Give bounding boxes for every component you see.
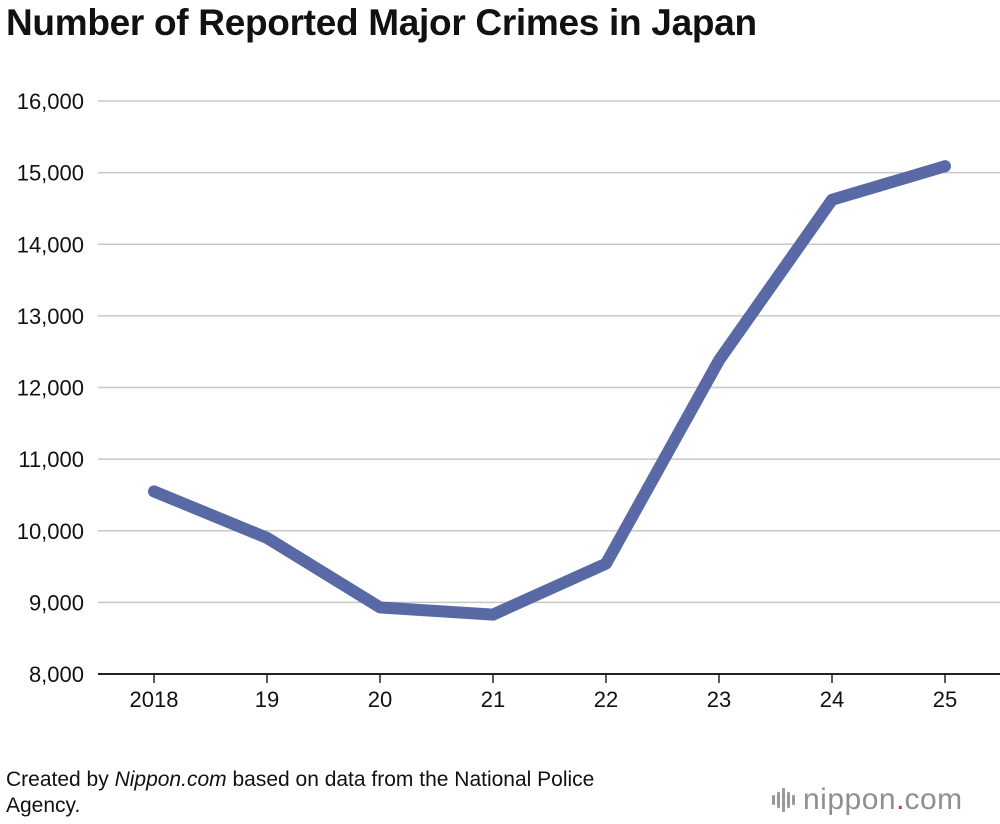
- source-note: Created by Nippon.com based on data from…: [6, 767, 666, 819]
- y-tick-label: 13,000: [17, 304, 84, 329]
- y-tick-label: 8,000: [29, 662, 84, 687]
- source-suffix: based on data from the National Police A…: [6, 768, 595, 817]
- y-tick-label: 15,000: [17, 161, 84, 186]
- y-tick-label: 12,000: [17, 376, 84, 401]
- x-tick-label: 24: [820, 687, 844, 712]
- chart-title: Number of Reported Major Crimes in Japan: [6, 2, 757, 43]
- x-axis: 2018 19 20 21 22 23 24 25: [98, 673, 1000, 712]
- source-brand: Nippon.com: [114, 768, 227, 791]
- y-tick-label: 11,000: [18, 447, 84, 472]
- logo-tld: com: [904, 783, 963, 816]
- logo-dot: .: [896, 783, 905, 816]
- x-tick-label: 2018: [130, 687, 179, 712]
- line-chart: 8,000 9,000 10,000 11,000 12,000 13,000 14,000…: [17, 89, 1000, 712]
- y-tick-label: 14,000: [17, 232, 84, 257]
- y-axis-ticks: 8,000 9,000 10,000 11,000 12,000 13,000 14,000…: [17, 89, 84, 687]
- series-layer: [148, 160, 951, 621]
- nippon-logo: nippon. com: [772, 783, 963, 817]
- series-line: [148, 160, 951, 621]
- x-tick-label: 19: [255, 687, 279, 712]
- x-tick-label: 22: [594, 687, 618, 712]
- x-tick-label: 23: [707, 687, 731, 712]
- y-tick-label: 9,000: [29, 590, 84, 615]
- x-tick-label: 20: [368, 687, 392, 712]
- y-tick-label: 16,000: [17, 89, 84, 114]
- logo-bars-icon: [772, 788, 795, 812]
- x-tick-label: 25: [933, 687, 957, 712]
- source-prefix: Created by: [6, 768, 115, 791]
- logo-word: nippon: [803, 783, 897, 816]
- x-tick-label: 21: [481, 687, 505, 712]
- y-tick-label: 10,000: [17, 519, 84, 544]
